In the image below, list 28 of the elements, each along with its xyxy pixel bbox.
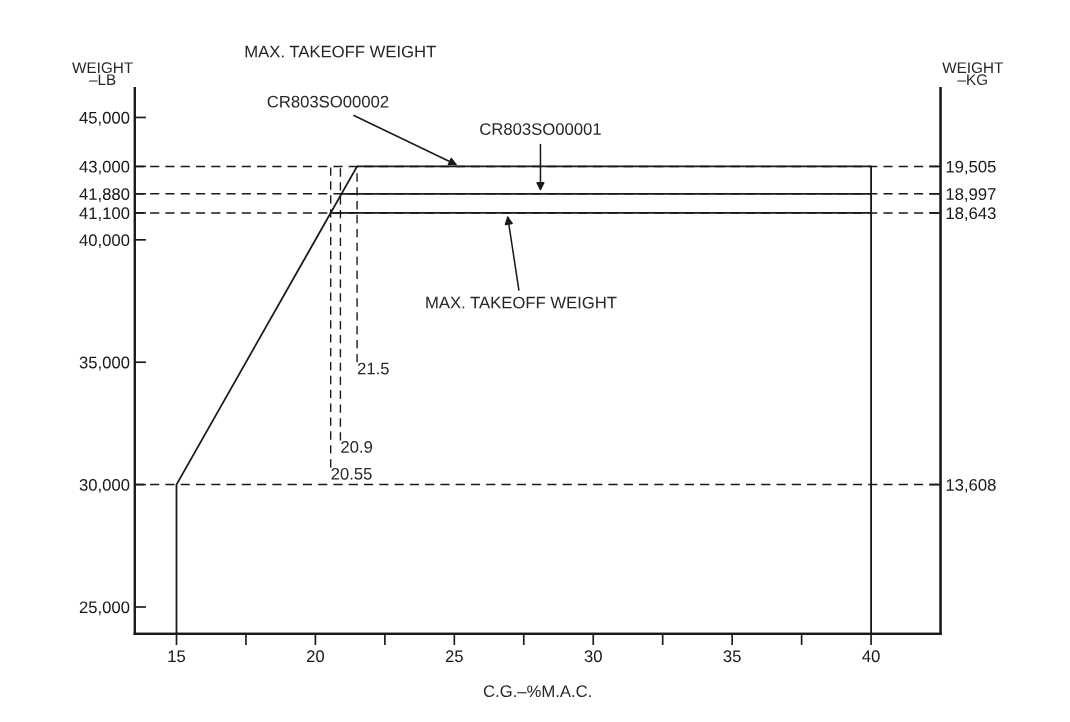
y-tick-label: 43,000 xyxy=(79,160,130,175)
x-tick-label: 15 xyxy=(168,650,186,663)
y-tick-label: 25,000 xyxy=(79,601,130,616)
y2-tick-label: 18,997 xyxy=(946,188,996,202)
annotation: CR803SO00002 xyxy=(267,95,389,108)
annotation: MAX. TAKEOFF WEIGHT xyxy=(426,296,617,309)
y2-tick-label: 19,505 xyxy=(946,160,996,175)
y-tick-label: 40,000 xyxy=(79,234,130,249)
x-tick-label: 35 xyxy=(723,650,741,663)
y2-axis-title: WEIGHT –KG xyxy=(942,62,1003,86)
y2-tick-label: 18,643 xyxy=(946,207,996,222)
y2-tick-label: 13,608 xyxy=(946,479,996,493)
x-tick-label: 20 xyxy=(306,650,325,663)
y-axis-title: WEIGHT –LB xyxy=(72,62,133,85)
y-tick-label: 35,000 xyxy=(79,356,130,371)
x-axis-title: C.G.–%M.A.C. xyxy=(483,685,591,698)
text: MAX. TAKEOFF WEIGHT xyxy=(245,45,436,58)
ref-line-label: 20.9 xyxy=(341,440,373,453)
y-tick-label: 45,000 xyxy=(79,111,130,126)
ref-line-label: 21.5 xyxy=(357,362,389,375)
x-tick-label: 25 xyxy=(445,650,463,663)
annotation: CR803SO00001 xyxy=(480,123,601,135)
ref-line-label: 20.55 xyxy=(331,467,372,480)
y-tick-label: 30,000 xyxy=(79,479,130,493)
y-tick-label: 41,880 xyxy=(79,188,130,202)
x-tick-label: 40 xyxy=(862,650,880,663)
x-tick-label: 30 xyxy=(584,650,602,663)
y-tick-label: 41,100 xyxy=(79,207,130,222)
